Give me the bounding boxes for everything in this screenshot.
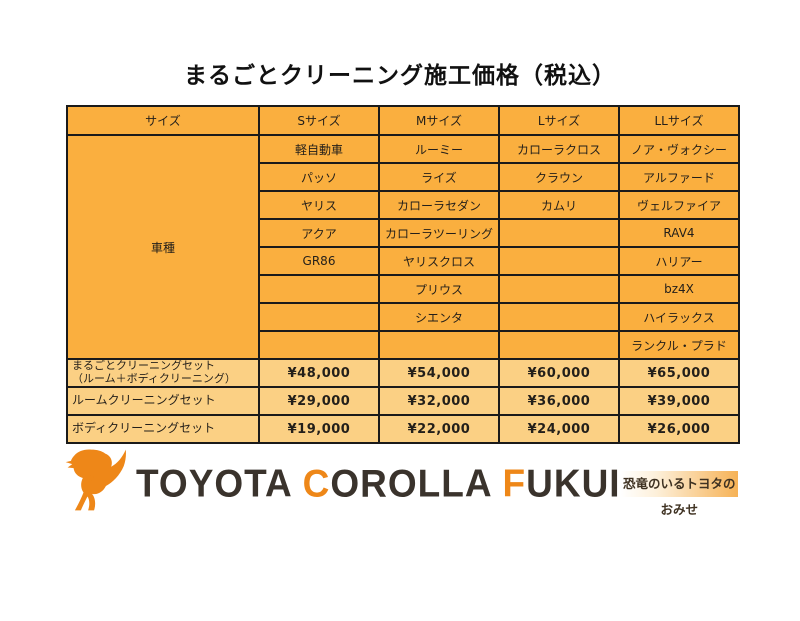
model-cell: パッソ [258, 162, 380, 192]
model-cell: アルファード [618, 162, 740, 192]
model-cell [498, 302, 620, 332]
header-cell-l: Lサイズ [498, 105, 620, 136]
price-row-room-set: ルームクリーニングセット ¥29,000 ¥32,000 ¥36,000 ¥39… [66, 386, 740, 416]
price-row-label: まるごとクリーニングセット （ルーム＋ボディクリーニング） [66, 358, 260, 388]
price-cell: ¥29,000 [258, 386, 380, 416]
model-cell: 軽自動車 [258, 134, 380, 164]
model-cell: ノア・ヴォクシー [618, 134, 740, 164]
table-row: シエンタ ハイラックス [67, 302, 740, 332]
price-cell: ¥24,000 [498, 414, 620, 444]
tagline-badge: 恐竜のいるトヨタのおみせ [620, 471, 738, 517]
model-cell: カローラツーリング [378, 218, 500, 248]
page-title: まるごとクリーニング施工価格（税込） [184, 63, 616, 89]
model-cell: ハイラックス [618, 302, 740, 332]
brand-word-corolla: COROLLA [302, 461, 492, 505]
model-cell [378, 330, 500, 360]
price-table: サイズ Sサイズ Mサイズ Lサイズ LLサイズ 車種 軽自動車 ルーミー カロ… [66, 105, 740, 444]
model-cell [498, 218, 620, 248]
table-header-row: サイズ Sサイズ Mサイズ Lサイズ LLサイズ [66, 105, 740, 136]
table-row: アクア カローラツーリング RAV4 [67, 218, 740, 248]
price-cell: ¥54,000 [378, 358, 500, 388]
table-row: プリウス bz4X [67, 274, 740, 304]
price-row-label-line2: （ルーム＋ボディクリーニング） [72, 372, 236, 385]
header-cell-m: Mサイズ [378, 105, 500, 136]
model-cell: GR86 [258, 246, 380, 276]
flyer-page: まるごとクリーニング施工価格（税込） サイズ Sサイズ Mサイズ Lサイズ LL… [0, 56, 800, 518]
price-cell: ¥39,000 [618, 386, 740, 416]
header-cell-s: Sサイズ [258, 105, 380, 136]
model-cell: ヤリス [258, 190, 380, 220]
model-cell: ルーミー [378, 134, 500, 164]
price-cell: ¥65,000 [618, 358, 740, 388]
model-cell: プリウス [378, 274, 500, 304]
model-cell: ハリアー [618, 246, 740, 276]
vehicle-type-cell: 車種 [66, 134, 260, 360]
price-cell: ¥19,000 [258, 414, 380, 444]
model-cell: カローラセダン [378, 190, 500, 220]
brand-word-toyota: TOYOTA [136, 461, 292, 505]
price-cell: ¥26,000 [618, 414, 740, 444]
price-cell: ¥60,000 [498, 358, 620, 388]
model-cell: ランクル・プラド [618, 330, 740, 360]
model-cell: シエンタ [378, 302, 500, 332]
price-cell: ¥22,000 [378, 414, 500, 444]
table-row: 車種 軽自動車 ルーミー カローラクロス ノア・ヴォクシー [66, 134, 740, 360]
model-cell [258, 274, 380, 304]
model-cell: bz4X [618, 274, 740, 304]
header-cell-ll: LLサイズ [618, 105, 740, 136]
table-row: パッソ ライズ クラウン アルファード [67, 162, 740, 192]
price-row-full-set: まるごとクリーニングセット （ルーム＋ボディクリーニング） ¥48,000 ¥5… [66, 358, 740, 388]
table-row: ヤリス カローラセダン カムリ ヴェルファイア [67, 190, 740, 220]
model-cell [258, 330, 380, 360]
model-cell: アクア [258, 218, 380, 248]
price-cell: ¥36,000 [498, 386, 620, 416]
price-row-label-line1: まるごとクリーニングセット [72, 359, 215, 373]
table-row: GR86 ヤリスクロス ハリアー [67, 246, 740, 276]
model-cell [498, 274, 620, 304]
header-cell-size: サイズ [66, 105, 260, 136]
model-cell: ヴェルファイア [618, 190, 740, 220]
price-row-label: ルームクリーニングセット [66, 386, 260, 416]
model-cell: カローラクロス [498, 134, 620, 164]
brand-word-fukui: FUKUI [502, 461, 621, 505]
price-row-body-set: ボディクリーニングセット ¥19,000 ¥22,000 ¥24,000 ¥26… [66, 414, 740, 444]
footer-logo: TOYOTA COROLLA FUKUI 恐竜のいるトヨタのおみせ [62, 449, 738, 518]
model-cell [498, 246, 620, 276]
model-cell: RAV4 [618, 218, 740, 248]
model-cell [498, 330, 620, 360]
brand-wordmark: TOYOTA COROLLA FUKUI [136, 462, 621, 506]
table-row: ランクル・プラド [67, 330, 740, 360]
price-cell: ¥32,000 [378, 386, 500, 416]
model-cell [258, 302, 380, 332]
model-cell: ライズ [378, 162, 500, 192]
dinosaur-icon [65, 449, 126, 511]
model-cell: カムリ [498, 190, 620, 220]
model-cell: ヤリスクロス [378, 246, 500, 276]
model-cell: クラウン [498, 162, 620, 192]
price-row-label: ボディクリーニングセット [66, 414, 260, 444]
price-cell: ¥48,000 [258, 358, 380, 388]
